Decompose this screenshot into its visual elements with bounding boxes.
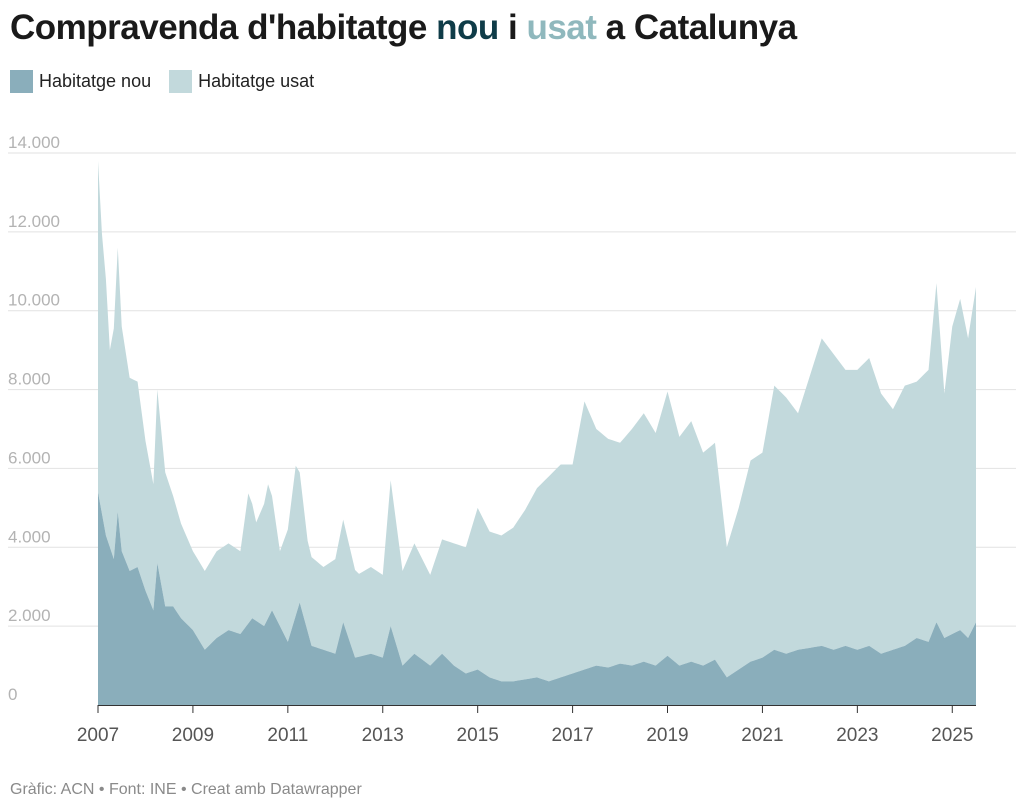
stacked-area-chart: 0 2.000 4.000 6.000 8.000 10.000 12.000 14.000 2… [8, 133, 1016, 746]
y-tick-label: 12.000 [8, 212, 60, 231]
x-tick-label: 2009 [172, 725, 214, 746]
y-tick-label: 6.000 [8, 448, 51, 467]
legend-swatch-usat [169, 70, 193, 93]
title-part-1: Compravenda d'habitatge [10, 8, 437, 47]
y-tick-label: 14.000 [8, 133, 60, 152]
series-area-usat [98, 160, 976, 682]
y-tick-label: 10.000 [8, 291, 60, 310]
x-tick-label: 2007 [77, 725, 119, 746]
y-tick-label: 4.000 [8, 527, 51, 546]
x-tick-label: 2021 [741, 725, 783, 746]
title-part-nou: nou [436, 8, 499, 47]
x-tick-label: 2019 [646, 725, 688, 746]
y-tick-label: 8.000 [8, 370, 51, 389]
legend-label-nou: Habitatge nou [39, 71, 152, 91]
x-tick-label: 2023 [836, 725, 878, 746]
y-tick-label: 2.000 [8, 606, 51, 625]
title-part-5: a Catalunya [596, 8, 797, 47]
legend-item-nou: Habitatge nou [10, 70, 151, 93]
series-area-nou [98, 492, 976, 705]
legend-swatch-nou [10, 70, 33, 93]
chart-legend: Habitatge nou Habitatge usat [10, 70, 332, 93]
title-part-3: i [498, 8, 527, 47]
x-tick-label: 2017 [551, 725, 593, 746]
axis-layer: 0 2.000 4.000 6.000 8.000 10.000 12.000 14.000 2… [8, 133, 976, 746]
x-tick-label: 2013 [362, 725, 404, 746]
title-part-usat: usat [526, 8, 597, 47]
legend-item-usat: Habitatge usat [169, 70, 314, 93]
chart-footer: Gràfic: ACN • Font: INE • Creat amb Data… [10, 781, 362, 798]
area-layer [98, 160, 976, 705]
legend-label-usat: Habitatge usat [198, 71, 315, 91]
y-tick-label: 0 [8, 685, 17, 704]
x-tick-label: 2015 [457, 725, 499, 746]
x-tick-label: 2011 [267, 725, 308, 746]
x-tick-label: 2025 [931, 725, 973, 746]
chart-title: Compravenda d'habitatge nou i usat a Cat… [10, 8, 797, 48]
